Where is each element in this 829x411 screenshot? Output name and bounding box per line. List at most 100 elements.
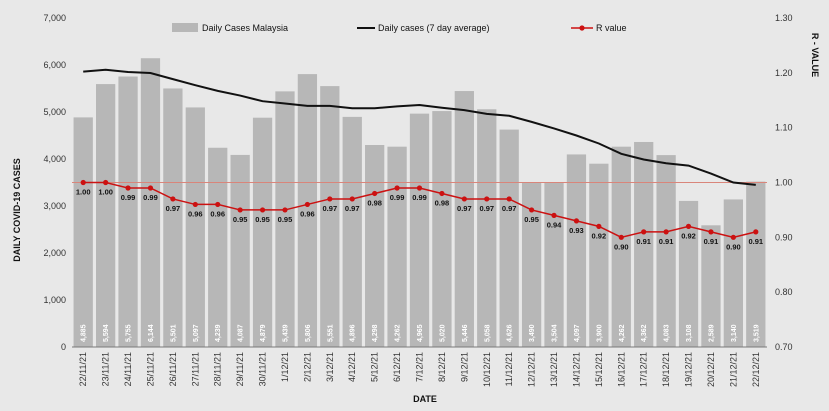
x-tick-label: 7/12/21 bbox=[415, 352, 425, 382]
axes-layer: 0 1,000 2,000 3,000 4,000 5,000 6,000 7,000 0.70… bbox=[43, 13, 792, 387]
x-tick-label: 30/11/21 bbox=[258, 352, 268, 386]
r-value-point bbox=[506, 196, 512, 202]
r-value-label: 0.99 bbox=[412, 193, 427, 202]
x-tick-label: 15/12/21 bbox=[594, 352, 604, 387]
legend-swatch-r-marker bbox=[579, 25, 585, 31]
r-value-point bbox=[282, 207, 288, 213]
r-value-point bbox=[641, 229, 647, 235]
bar bbox=[230, 154, 250, 347]
x-axis-title: DATE bbox=[413, 394, 437, 404]
r-value-point bbox=[215, 201, 221, 208]
bar-data-label: 3,504 bbox=[552, 324, 559, 342]
bar bbox=[566, 154, 587, 347]
r-value-label: 0.99 bbox=[143, 193, 158, 202]
bar-data-label: 4,083 bbox=[664, 324, 671, 342]
bar-data-label: 5,058 bbox=[484, 324, 491, 342]
bar bbox=[185, 107, 205, 347]
x-tick-label: 9/12/21 bbox=[459, 352, 469, 382]
r-value-label: 0.91 bbox=[704, 237, 719, 246]
bar bbox=[477, 109, 497, 347]
y-tick-label: 3,000 bbox=[43, 201, 66, 211]
r-value-point bbox=[80, 179, 86, 186]
bar-data-label: 3,900 bbox=[596, 324, 603, 342]
bar bbox=[95, 84, 116, 347]
x-tick-label: 19/12/21 bbox=[684, 352, 694, 387]
x-tick-label: 18/12/21 bbox=[661, 352, 671, 387]
bar-data-label: 4,298 bbox=[372, 324, 379, 342]
x-tick-label: 13/12/21 bbox=[549, 352, 559, 387]
r-value-label: 0.94 bbox=[547, 220, 562, 229]
bar-data-label: 3,490 bbox=[529, 324, 536, 342]
r-value-label: 0.98 bbox=[367, 198, 382, 207]
x-tick-label: 2/12/21 bbox=[302, 352, 312, 382]
r-value-label: 0.91 bbox=[748, 237, 763, 246]
r-value-point bbox=[237, 207, 243, 213]
r-value-point bbox=[259, 207, 266, 213]
r-value-label: 0.97 bbox=[479, 204, 494, 213]
y-tick-label: 4,000 bbox=[43, 154, 66, 164]
r-value-label: 0.96 bbox=[300, 209, 315, 218]
bar-data-label: 5,446 bbox=[462, 324, 469, 342]
bar-data-label: 4,626 bbox=[507, 324, 514, 342]
bar-data-label: 4,262 bbox=[395, 324, 402, 342]
bar-data-label: 3,140 bbox=[731, 324, 738, 342]
r-value-label: 1.00 bbox=[98, 188, 113, 197]
bar-data-label: 4,965 bbox=[417, 324, 424, 342]
bar bbox=[252, 117, 273, 347]
bar-data-label: 3,519 bbox=[753, 324, 760, 342]
r-value-point bbox=[304, 201, 311, 208]
bar bbox=[365, 144, 385, 347]
x-tick-label: 16/12/21 bbox=[616, 352, 626, 387]
r-value-point bbox=[147, 185, 154, 191]
r-value-point bbox=[372, 190, 378, 197]
y-tick-label: 1,000 bbox=[43, 295, 66, 305]
x-tick-label: 21/12/21 bbox=[728, 352, 738, 387]
r-value-label: 0.90 bbox=[614, 242, 629, 251]
r-value-point bbox=[528, 207, 535, 213]
r-value-point bbox=[753, 229, 759, 235]
y2-tick-label: 0.70 bbox=[775, 342, 793, 352]
y2-tick-label: 0.90 bbox=[775, 232, 793, 242]
r-value-label: 0.91 bbox=[636, 237, 651, 246]
legend-label-average: Daily cases (7 day average) bbox=[378, 23, 490, 33]
r-value-label: 0.99 bbox=[121, 193, 136, 202]
x-tick-label: 24/11/21 bbox=[123, 352, 133, 386]
r-value-point bbox=[573, 218, 580, 224]
r-value-label: 0.97 bbox=[457, 204, 472, 213]
bar bbox=[275, 91, 295, 347]
r-value-label: 1.00 bbox=[76, 188, 91, 197]
r-value-label: 0.96 bbox=[210, 209, 225, 218]
bar bbox=[297, 74, 318, 348]
average-line-layer bbox=[83, 68, 756, 186]
bar-data-label: 5,020 bbox=[439, 324, 446, 342]
r-value-point bbox=[461, 196, 467, 202]
r-value-label: 0.90 bbox=[726, 242, 741, 251]
x-tick-label: 26/11/21 bbox=[168, 352, 178, 386]
bar-data-label: 4,262 bbox=[619, 324, 626, 342]
bar-data-label: 3,108 bbox=[686, 324, 693, 342]
x-tick-label: 25/11/21 bbox=[145, 352, 155, 386]
x-tick-label: 1/12/21 bbox=[280, 352, 290, 382]
r-value-point bbox=[618, 234, 624, 240]
bar-data-label: 5,097 bbox=[193, 324, 200, 342]
bar bbox=[163, 88, 183, 347]
bar-data-label: 5,439 bbox=[282, 324, 289, 342]
bar bbox=[387, 146, 407, 347]
r-value-point bbox=[170, 196, 176, 202]
bar bbox=[140, 58, 161, 348]
bar-data-label: 5,551 bbox=[327, 324, 334, 342]
r-value-point bbox=[708, 229, 714, 235]
r-value-point bbox=[103, 179, 109, 186]
x-tick-label: 14/12/21 bbox=[571, 352, 581, 387]
x-tick-label: 12/12/21 bbox=[527, 352, 537, 387]
r-value-point bbox=[484, 196, 490, 202]
x-tick-label: 28/11/21 bbox=[213, 352, 223, 386]
r-value-point bbox=[125, 185, 131, 191]
r-value-label: 0.95 bbox=[278, 215, 293, 224]
bar-data-label: 4,896 bbox=[350, 324, 357, 342]
bar-data-label: 5,594 bbox=[103, 324, 110, 342]
r-value-label: 0.97 bbox=[323, 204, 338, 213]
y2-tick-label: 1.10 bbox=[775, 123, 793, 133]
bar-data-label: 4,879 bbox=[260, 324, 267, 342]
